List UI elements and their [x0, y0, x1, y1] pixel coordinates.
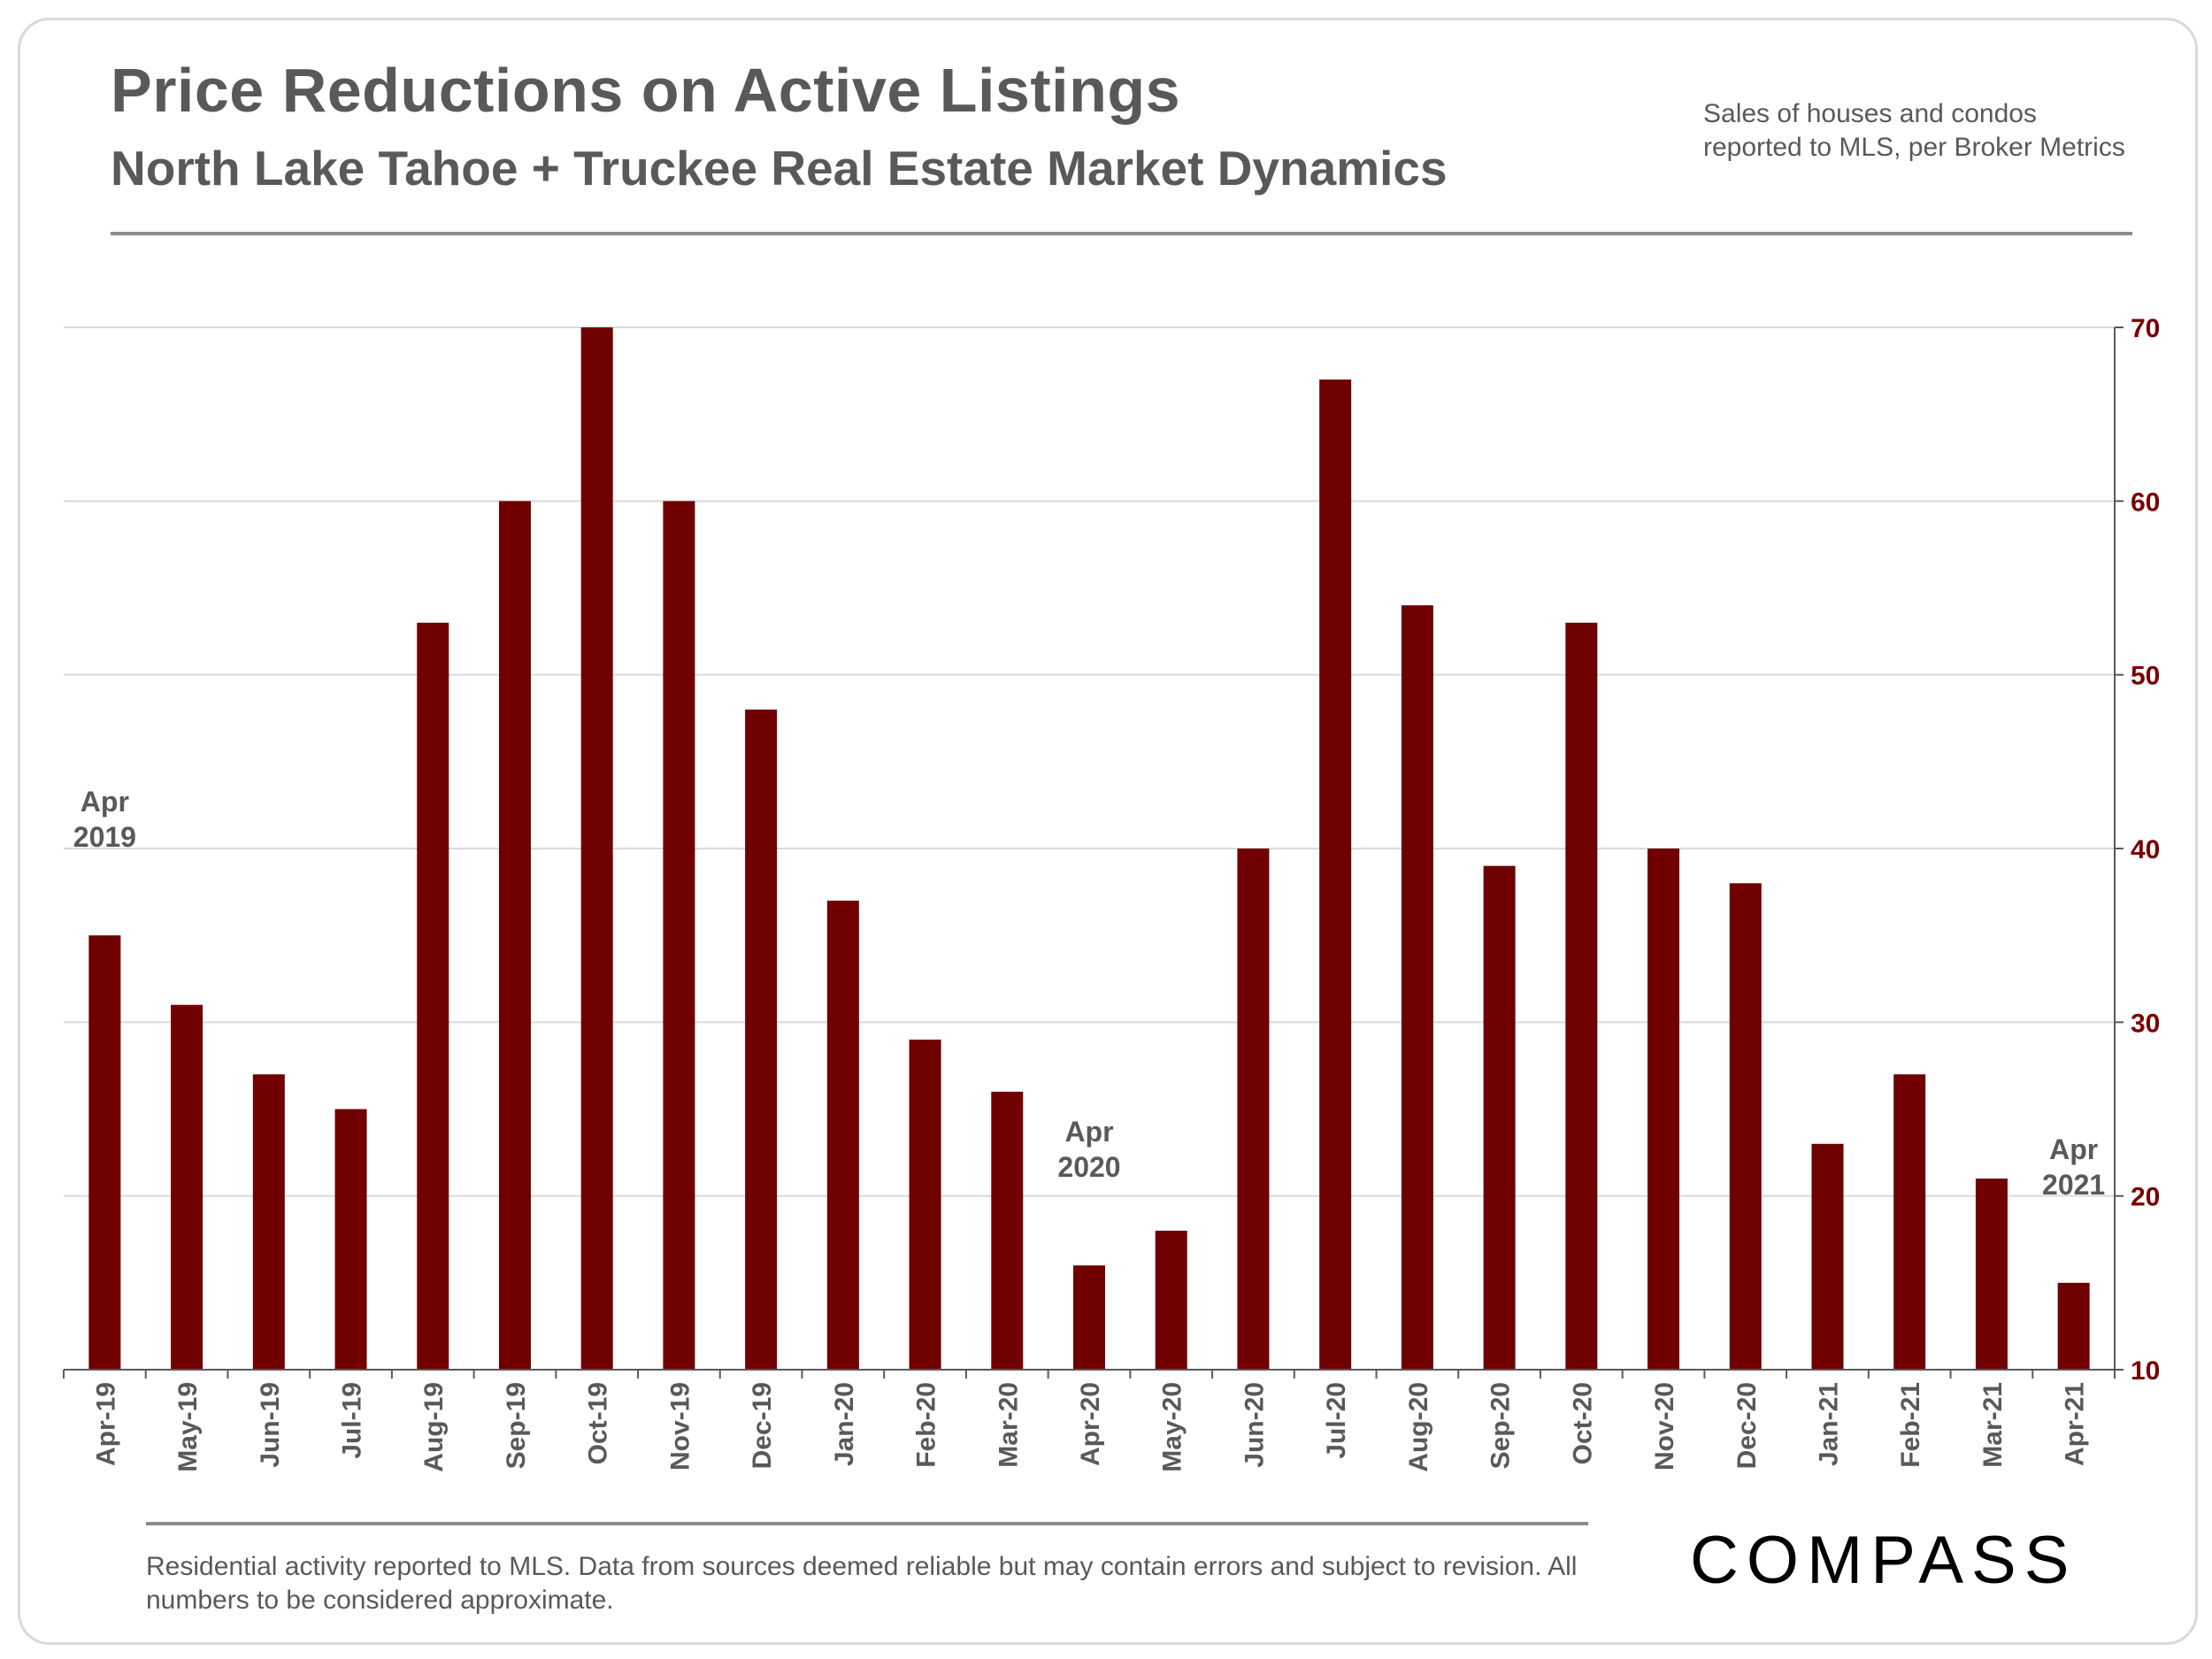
x-tick-label: Apr-20 [1076, 1382, 1105, 1466]
header-divider [111, 232, 2132, 235]
footer-disclaimer: Residential activity reported to MLS. Da… [146, 1552, 1578, 1615]
chart-card [18, 18, 2198, 1645]
bar [991, 1091, 1024, 1370]
y-tick-label: 70 [2131, 314, 2160, 343]
y-tick-label: 60 [2131, 488, 2160, 517]
x-tick-label: Apr-19 [91, 1382, 120, 1466]
bar [1483, 865, 1516, 1370]
bar [88, 935, 121, 1370]
chart-subtitle: North Lake Tahoe + Truckee Real Estate M… [111, 141, 1448, 196]
y-tick-labels: 10 20 30 40 50 60 70 [2131, 314, 2160, 1386]
bar [252, 1074, 285, 1370]
footer-divider [146, 1522, 1588, 1525]
bar [498, 501, 531, 1370]
x-tick-label: Jul-20 [1322, 1382, 1351, 1459]
x-tick-label: Sep-20 [1486, 1382, 1516, 1469]
source-note: Sales of houses and condos reported to M… [1703, 97, 2125, 165]
annotation-label: 2020 [1057, 1151, 1120, 1183]
x-tick-label: Oct-20 [1568, 1382, 1597, 1464]
bar [417, 622, 449, 1370]
x-tick-labels: Apr-19 May-19 Jun-19 Jul-19 Aug-19 Sep-19 Oct-… [91, 1382, 2089, 1472]
y-tick-label: 30 [2131, 1009, 2160, 1038]
x-tick-label: Mar-20 [994, 1382, 1023, 1468]
x-tick-label: Feb-21 [1896, 1382, 1925, 1468]
bar [1073, 1265, 1105, 1370]
bar [909, 1039, 941, 1370]
axes [63, 326, 2124, 1379]
x-tick-label: Aug-19 [419, 1382, 449, 1472]
y-tick-label: 20 [2131, 1183, 2160, 1212]
x-tick-label: Aug-20 [1404, 1382, 1433, 1472]
bar [1319, 379, 1352, 1370]
annotation-label: Apr [81, 786, 129, 818]
bar [1155, 1230, 1187, 1370]
source-note-line-2: reported to MLS, per Broker Metrics [1703, 133, 2125, 162]
bar [1893, 1074, 1926, 1370]
bar [1729, 883, 1762, 1370]
x-tick-label: Jun-19 [256, 1382, 285, 1468]
bar [826, 900, 859, 1370]
x-tick-label: Sep-19 [502, 1382, 531, 1469]
annotation-label: 2019 [73, 821, 136, 853]
bar [171, 1004, 204, 1370]
y-tick-label: 50 [2131, 662, 2160, 691]
x-tick-label: Jul-19 [338, 1382, 367, 1459]
x-tick-label: Dec-20 [1732, 1382, 1762, 1469]
bar [580, 327, 613, 1370]
annotation-label: 2021 [2042, 1169, 2105, 1201]
y-tick-label: 40 [2131, 835, 2160, 864]
x-tick-label: Nov-19 [665, 1382, 695, 1471]
x-tick-label: Jun-20 [1240, 1382, 1269, 1468]
bar [1237, 849, 1270, 1370]
x-tick-label: Mar-21 [1978, 1382, 2008, 1468]
annotation-label: Apr [2049, 1133, 2098, 1165]
x-tick-label: Apr-21 [2061, 1382, 2090, 1466]
x-tick-label: Jan-21 [1814, 1382, 1843, 1466]
x-tick-label: Dec-19 [748, 1382, 777, 1469]
bar [1647, 849, 1680, 1370]
bar [334, 1109, 367, 1370]
bar [745, 709, 778, 1370]
bar [1811, 1143, 1844, 1370]
bar [2057, 1282, 2090, 1370]
x-tick-label: Jan-20 [830, 1382, 859, 1466]
bar [1401, 605, 1433, 1370]
x-tick-label: Nov-20 [1650, 1382, 1679, 1471]
bar [1975, 1179, 2008, 1370]
x-tick-label: Feb-20 [912, 1382, 941, 1468]
source-note-line-1: Sales of houses and condos [1703, 99, 2037, 128]
y-tick-label: 10 [2131, 1356, 2160, 1386]
compass-logo: COMPASS [1690, 1523, 2078, 1598]
bar [663, 501, 695, 1370]
x-tick-label: May-20 [1158, 1382, 1187, 1472]
x-tick-label: May-19 [173, 1382, 203, 1472]
chart-title: Price Reductions on Active Listings [111, 56, 1181, 125]
x-tick-label: Oct-19 [584, 1382, 613, 1464]
bar [1565, 622, 1598, 1370]
gridlines [64, 326, 2115, 1197]
bars [88, 327, 2090, 1370]
annotation-label: Apr [1064, 1116, 1113, 1148]
